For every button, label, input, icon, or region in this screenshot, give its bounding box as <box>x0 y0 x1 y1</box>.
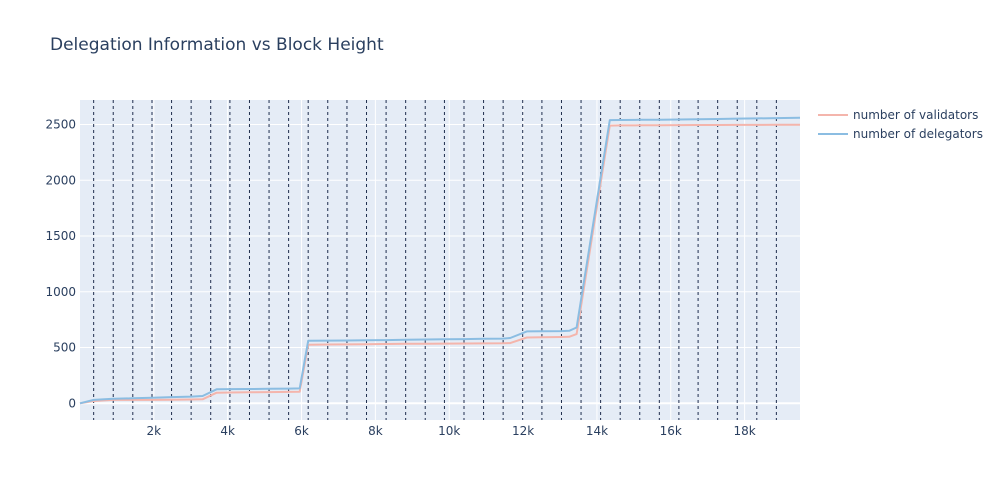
vertical-markers <box>93 100 777 420</box>
x-axis-ticks: 2k 4k 6k 8k 10k 12k 14k 16k 18k <box>147 424 756 438</box>
legend-label-delegators: number of delegators <box>853 127 983 141</box>
chart-title: Delegation Information vs Block Height <box>50 35 384 55</box>
legend-label-validators: number of validators <box>853 108 978 122</box>
series-lines <box>79 116 801 405</box>
x-tick-label: 2k <box>147 424 162 438</box>
y-tick-label: 1000 <box>45 285 76 299</box>
x-tick-label: 10k <box>438 424 460 438</box>
y-tick-label: 2500 <box>45 118 76 132</box>
plot-area <box>80 100 800 420</box>
x-tick-label: 16k <box>660 424 682 438</box>
legend-item-validators[interactable]: number of validators <box>818 108 978 122</box>
legend[interactable]: number of validators number of delegator… <box>818 108 983 141</box>
series-line-number-of-delegators <box>79 116 801 405</box>
series-line-number-of-validators <box>79 123 800 405</box>
x-tick-label: 4k <box>220 424 235 438</box>
x-tick-label: 12k <box>512 424 534 438</box>
x-tick-label: 14k <box>586 424 608 438</box>
gridlines <box>80 100 800 420</box>
x-tick-label: 8k <box>368 424 383 438</box>
x-tick-label: 18k <box>734 424 756 438</box>
legend-item-delegators[interactable]: number of delegators <box>818 127 983 141</box>
x-tick-label: 6k <box>294 424 309 438</box>
y-axis-ticks: 0 500 1000 1500 2000 2500 <box>45 118 76 411</box>
y-tick-label: 2000 <box>45 173 76 187</box>
y-tick-label: 0 <box>68 396 76 410</box>
y-tick-label: 1500 <box>45 229 76 243</box>
y-tick-label: 500 <box>53 341 76 355</box>
